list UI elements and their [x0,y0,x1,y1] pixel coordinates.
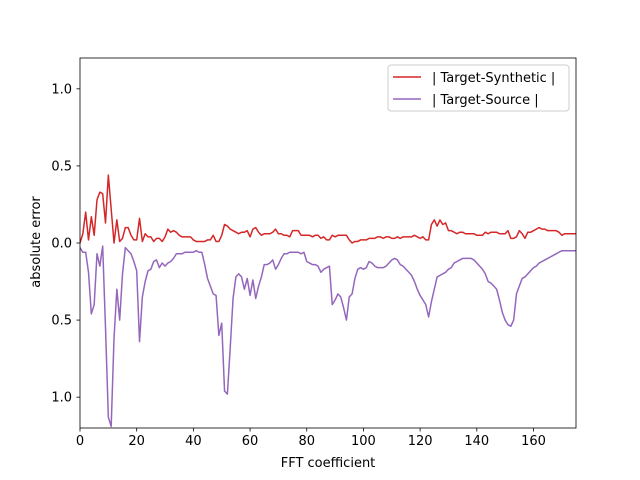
x-tick-label: 160 [521,434,546,449]
x-tick-label: 20 [128,434,145,449]
plot-frame [79,57,577,429]
x-tick-label: 140 [464,434,489,449]
x-tick-label: 0 [76,434,84,449]
x-axis-label: FFT coefficient [281,456,376,471]
x-tick-label: 40 [185,434,202,449]
legend-label-2: | Target-Source | [432,93,539,108]
y-axis-label: absolute error [29,196,44,288]
y-tick-label: 0.5 [51,314,72,329]
legend-label-1: | Target-Synthetic | [432,71,555,86]
x-tick-label: 100 [351,434,376,449]
plot-area [79,57,577,429]
x-tick-label: 60 [242,434,259,449]
x-tick-label: 80 [298,434,315,449]
series-line-1 [80,174,576,244]
x-tick-label: 120 [408,434,433,449]
y-tick-label: 1.0 [51,391,72,406]
legend: | Target-Synthetic | | Target-Source | [387,64,570,112]
y-tick-label: 0.5 [51,159,72,174]
y-axis: 1.0 0.5 0.0 0.5 1.0 [51,82,80,406]
x-axis: 0 20 40 60 80 100 120 140 160 [76,428,546,449]
y-tick-label: 1.0 [51,82,72,97]
series-line-2 [80,245,576,428]
y-tick-label: 0.0 [51,237,72,252]
legend-box [387,64,570,112]
